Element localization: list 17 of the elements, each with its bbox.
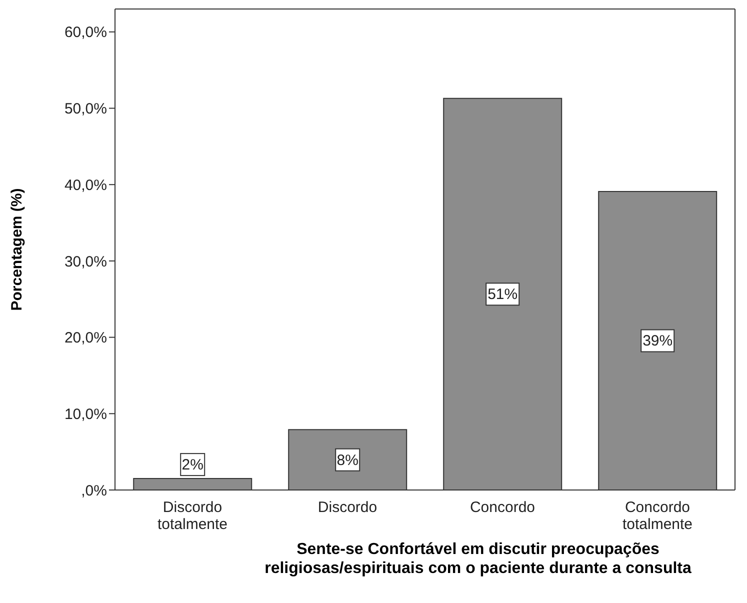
y-tick-label: 40,0% [64, 176, 107, 194]
x-tick-label: Concordo totalmente [622, 499, 693, 533]
y-axis-title: Porcentagem (%) [8, 188, 26, 311]
y-tick-label: 30,0% [64, 253, 107, 270]
y-tick-label: ,0% [81, 482, 107, 500]
data-label: 39% [642, 332, 673, 350]
y-tick-label: 10,0% [64, 406, 107, 423]
data-label: 8% [336, 452, 358, 469]
y-tick-label: 60,0% [64, 24, 107, 42]
x-tick-label: Discordo totalmente [157, 499, 228, 533]
y-tick-label: 20,0% [64, 330, 107, 347]
x-tick-label: Discordo [318, 499, 378, 516]
x-axis-title: Sente-se Confortável em discutir preocupações religiosas/espirituais com o paciente durante a consulta [264, 540, 692, 578]
data-label: 51% [488, 286, 518, 304]
x-tick-label: Concordo [470, 499, 536, 516]
y-tick-label: 50,0% [64, 100, 107, 118]
data-label: 2% [182, 456, 204, 474]
